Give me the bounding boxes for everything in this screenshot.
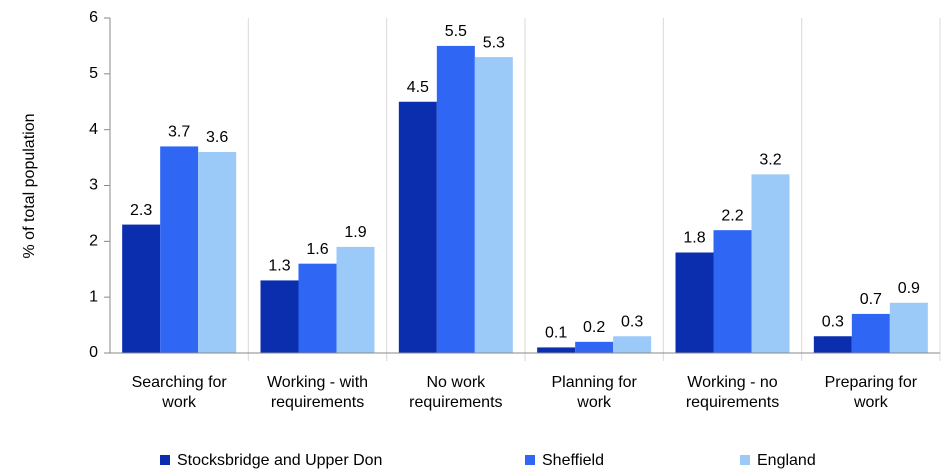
- data-label: 5.3: [483, 34, 505, 51]
- bar: [713, 230, 752, 353]
- bar: [575, 341, 614, 353]
- data-label: 4.5: [407, 79, 429, 96]
- bar: [398, 101, 437, 353]
- data-label: 2.2: [721, 207, 743, 224]
- bar: [813, 336, 852, 353]
- bar: [613, 336, 652, 353]
- bar: [436, 45, 475, 354]
- x-tick-label: No work requirements: [409, 374, 502, 411]
- y-tick-label: 1: [89, 288, 98, 305]
- y-tick-label: 6: [89, 9, 98, 26]
- legend-swatch: [740, 455, 750, 465]
- bar: [298, 263, 337, 353]
- data-label: 1.6: [306, 241, 328, 258]
- legend-label: Sheffield: [542, 452, 604, 469]
- bar: [260, 280, 299, 353]
- x-tick-label: Working - no requirements: [686, 374, 779, 411]
- y-tick-label: 3: [89, 177, 98, 194]
- legend-label: Stocksbridge and Upper Don: [177, 452, 382, 469]
- y-tick-label: 2: [89, 233, 98, 250]
- x-tick-label: Preparing for work: [825, 374, 918, 411]
- bar: [336, 246, 375, 353]
- data-label: 5.5: [445, 23, 467, 40]
- x-tick-label: Working - with requirements: [267, 374, 368, 411]
- y-axis-title: % of total population: [21, 114, 38, 259]
- bar: [474, 57, 513, 353]
- data-label: 3.7: [168, 124, 190, 141]
- bar: [675, 252, 714, 353]
- data-label: 0.7: [860, 291, 882, 308]
- legend-swatch: [525, 455, 535, 465]
- data-label: 0.9: [898, 280, 920, 297]
- bar: [751, 174, 790, 353]
- data-label: 3.2: [759, 152, 781, 169]
- data-label: 0.3: [621, 313, 643, 330]
- x-tick-label: Searching for work: [132, 374, 228, 411]
- bar: [122, 224, 161, 353]
- bar: [851, 313, 890, 353]
- bar: [198, 152, 237, 353]
- data-label: 1.9: [344, 224, 366, 241]
- data-label: 1.8: [683, 230, 705, 247]
- data-label: 0.1: [545, 325, 567, 342]
- y-tick-label: 5: [89, 65, 98, 82]
- legend-swatch: [160, 455, 170, 465]
- data-label: 1.3: [268, 258, 290, 275]
- data-label: 2.3: [130, 202, 152, 219]
- data-label: 3.6: [206, 129, 228, 146]
- x-tick-label: Planning for work: [551, 374, 637, 411]
- bar: [889, 302, 928, 353]
- bar: [537, 347, 576, 353]
- legend-label: England: [757, 452, 816, 469]
- y-tick-label: 4: [89, 121, 98, 138]
- data-label: 0.2: [583, 319, 605, 336]
- data-label: 0.3: [822, 313, 844, 330]
- bar: [160, 146, 199, 353]
- y-tick-label: 0: [89, 344, 98, 361]
